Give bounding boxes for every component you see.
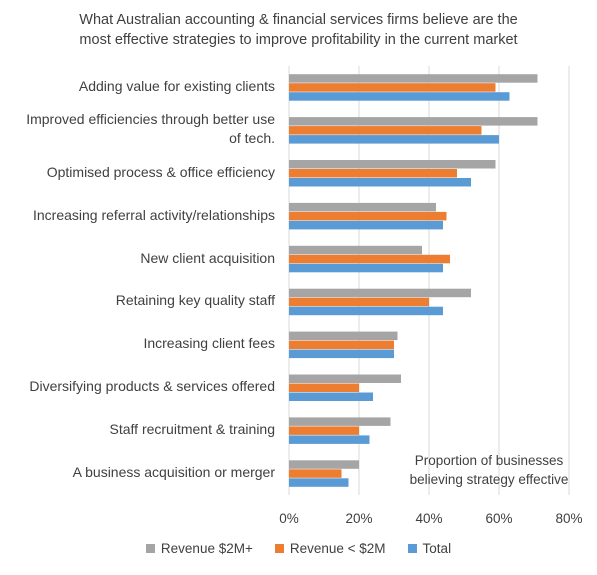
bar-revenue-2m-7 — [289, 383, 359, 392]
bar-revenue-2m-0 — [289, 83, 496, 92]
bar-revenue-2m--3 — [289, 202, 436, 212]
x-tick-label: 40% — [415, 511, 442, 526]
bar-total-2 — [289, 178, 471, 187]
category-label: of tech. — [229, 130, 275, 147]
bar-revenue-2m--0 — [289, 74, 538, 83]
bar-revenue-2m--4 — [289, 245, 422, 255]
category-label: Optimised process & office efficiency — [46, 163, 275, 180]
category-label: Retaining key quality staff — [115, 292, 275, 309]
category-label: Improved efficiencies through better use — [26, 111, 275, 128]
bar-revenue-2m--6 — [289, 331, 398, 341]
bar-revenue-2m-3 — [289, 211, 447, 221]
x-tick-label: 20% — [345, 511, 372, 526]
bar-total-8 — [289, 435, 370, 444]
x-tick-label: 60% — [485, 511, 512, 526]
bar-total-3 — [289, 220, 443, 230]
x-tick-label: 80% — [555, 511, 582, 526]
legend-item-total: Total — [407, 541, 452, 556]
legend-label-total: Total — [422, 541, 452, 556]
chart-title-line-1: What Australian accounting & financial s… — [79, 12, 518, 28]
category-label: Increasing referral activity/relationshi… — [33, 206, 275, 223]
legend-swatch-revenue-2m-plus — [145, 544, 155, 553]
bar-revenue-2m-5 — [289, 297, 429, 307]
bar-revenue-2m-4 — [289, 254, 450, 264]
bar-revenue-2m--9 — [289, 460, 359, 469]
category-label: Adding value for existing clients — [78, 77, 275, 94]
bar-total-6 — [289, 349, 394, 359]
category-label: Staff recruitment & training — [109, 421, 275, 438]
bar-total-5 — [289, 306, 443, 316]
annotation-line-2: believing strategy effective — [409, 472, 569, 487]
bar-revenue-2m-1 — [289, 126, 482, 135]
bar-revenue-2m--8 — [289, 417, 391, 426]
x-tick-label: 0% — [279, 511, 299, 526]
category-label: Increasing client fees — [143, 335, 275, 352]
legend-swatch-total — [407, 544, 417, 553]
bar-revenue-2m--1 — [289, 117, 538, 126]
category-label: Diversifying products & services offered — [29, 378, 275, 395]
legend-item-revenue-under-2m: Revenue < $2M — [274, 541, 386, 556]
bar-total-9 — [289, 478, 349, 487]
legend-label-revenue-under-2m: Revenue < $2M — [289, 541, 386, 556]
chart-title-line-2: most effective strategies to improve pro… — [79, 32, 518, 48]
bar-total-7 — [289, 392, 373, 401]
legend-label-revenue-2m-plus: Revenue $2M+ — [160, 541, 253, 556]
bar-total-4 — [289, 263, 443, 273]
bar-revenue-2m-2 — [289, 169, 457, 178]
legend-item-revenue-2m-plus: Revenue $2M+ — [145, 541, 253, 556]
category-label: A business acquisition or merger — [72, 464, 275, 481]
category-label: New client acquisition — [140, 249, 275, 266]
annotation-line-1: Proportion of businesses — [414, 453, 564, 468]
bar-revenue-2m--7 — [289, 374, 401, 383]
legend-swatch-revenue-under-2m — [274, 544, 284, 553]
bar-revenue-2m--5 — [289, 288, 471, 298]
bar-total-1 — [289, 135, 499, 144]
bar-revenue-2m--2 — [289, 160, 496, 169]
bar-revenue-2m-9 — [289, 469, 342, 478]
bar-revenue-2m-8 — [289, 426, 359, 435]
bar-revenue-2m-6 — [289, 340, 394, 350]
legend: Revenue $2M+ Revenue < $2M Total — [0, 541, 597, 556]
bar-total-0 — [289, 92, 510, 101]
